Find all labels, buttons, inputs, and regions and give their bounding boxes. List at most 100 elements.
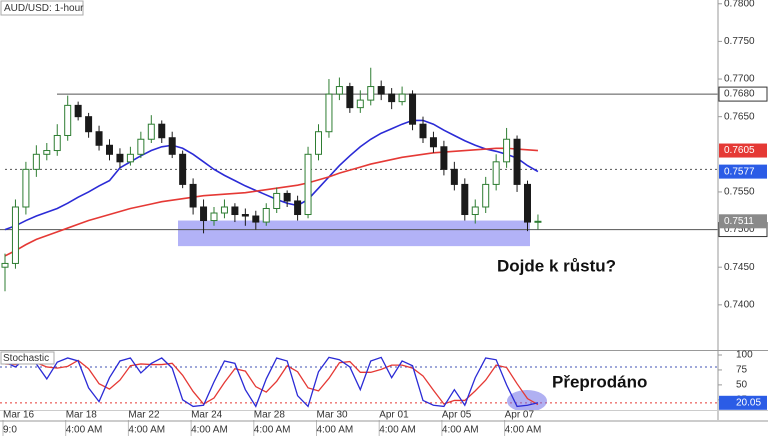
candle-body bbox=[252, 215, 260, 223]
price-tag-label: 0.7577 bbox=[724, 166, 755, 177]
y-tick-label: 0.7800 bbox=[724, 0, 755, 9]
moving-average bbox=[4, 147, 539, 257]
chart-title: AUD/USD: 1-hour bbox=[4, 3, 84, 14]
x-tick-label: Mar 24 bbox=[191, 410, 223, 421]
level-tag-label: 0.7500 bbox=[724, 224, 755, 235]
candle-body bbox=[346, 86, 354, 109]
candle-body bbox=[95, 131, 103, 146]
candle-body bbox=[388, 93, 396, 103]
x-tick-sublabel: 4:00 AM bbox=[191, 425, 228, 436]
y-tick-label: 50 bbox=[736, 380, 748, 391]
candle-body bbox=[147, 123, 155, 140]
candle-body bbox=[377, 86, 385, 95]
candle-body bbox=[409, 93, 417, 125]
y-tick-label: 0.7700 bbox=[724, 74, 755, 85]
candle-body bbox=[471, 206, 479, 216]
candle-body bbox=[1, 262, 9, 268]
y-tick-label: 0.7450 bbox=[724, 262, 755, 273]
candle-body bbox=[419, 123, 427, 139]
candle-body bbox=[524, 183, 531, 223]
price-tag bbox=[719, 143, 767, 158]
candle-body bbox=[179, 153, 187, 185]
price-tag-label: 0.7605 bbox=[724, 145, 755, 156]
candle-body bbox=[106, 144, 113, 155]
candle-body bbox=[513, 138, 521, 185]
y-tick-label: 0.7400 bbox=[724, 299, 755, 310]
candle-body bbox=[492, 161, 500, 185]
candle-body bbox=[74, 104, 82, 118]
candle-body bbox=[200, 206, 208, 222]
x-tick-sublabel: 4:00 AM bbox=[128, 425, 165, 436]
y-tick-label: 100 bbox=[736, 350, 753, 361]
x-tick-sublabel: 4:00 AM bbox=[505, 425, 542, 436]
candle-body bbox=[440, 146, 448, 170]
price-tag-label: 0.7511 bbox=[724, 216, 754, 227]
x-tick-label: Apr 01 bbox=[379, 410, 409, 421]
x-tick-sublabel: 4:00 AM bbox=[317, 425, 354, 436]
x-tick-label: Apr 07 bbox=[505, 410, 535, 421]
level-tag bbox=[718, 86, 768, 102]
y-tick-label: 0.7750 bbox=[724, 36, 755, 47]
candle-body bbox=[43, 150, 51, 155]
candle-body bbox=[503, 138, 511, 163]
candle-body bbox=[450, 168, 458, 185]
candle-body bbox=[534, 220, 542, 223]
candle-body bbox=[241, 214, 249, 217]
candle-body bbox=[189, 183, 197, 208]
candle-body bbox=[294, 200, 302, 216]
stoch-tag-label: 20.05 bbox=[736, 397, 761, 408]
candle-body bbox=[231, 206, 239, 216]
title-box bbox=[0, 0, 84, 16]
candle-body bbox=[210, 212, 218, 222]
candle-body bbox=[356, 99, 364, 109]
annotation: Dojde k růstu? bbox=[497, 256, 616, 275]
panel-title: Stochastic bbox=[3, 353, 49, 364]
x-tick-label: Mar 28 bbox=[254, 410, 286, 421]
y-tick-label: 75 bbox=[736, 365, 748, 376]
price-tag bbox=[719, 214, 767, 229]
candle-body bbox=[335, 86, 343, 95]
price-pane bbox=[0, 67, 718, 292]
panel-title-box bbox=[0, 351, 55, 365]
annotation: Přeprodáno bbox=[552, 372, 647, 391]
stoch-pane bbox=[0, 356, 718, 410]
x-tick-label: Mar 16 bbox=[3, 410, 35, 421]
moving-average bbox=[4, 119, 539, 231]
candle-body bbox=[22, 168, 30, 208]
candle-body bbox=[273, 192, 281, 209]
candle-body bbox=[137, 138, 145, 155]
candle-body bbox=[158, 123, 166, 139]
price-tag bbox=[719, 164, 767, 179]
candle-body bbox=[53, 134, 61, 152]
level-tag-label: 0.7680 bbox=[724, 89, 755, 100]
x-tick-label: Apr 05 bbox=[442, 410, 472, 421]
candle-body bbox=[367, 86, 375, 101]
candle-body bbox=[482, 183, 490, 208]
candle-body bbox=[304, 153, 312, 216]
stoch-line bbox=[4, 359, 539, 406]
candle-body bbox=[325, 93, 333, 133]
x-tick-sublabel: 9:0 bbox=[3, 425, 17, 436]
candle-body bbox=[283, 192, 291, 202]
x-tick-label: Mar 30 bbox=[317, 410, 349, 421]
candle-body bbox=[32, 153, 40, 170]
x-tick-sublabel: 4:00 AM bbox=[66, 425, 103, 436]
candle-body bbox=[315, 131, 322, 155]
candle-body bbox=[11, 206, 19, 264]
x-tick-sublabel: 4:00 AM bbox=[379, 425, 416, 436]
x-tick-label: Mar 22 bbox=[128, 410, 160, 421]
support-zone bbox=[178, 220, 530, 247]
candle-body bbox=[429, 137, 437, 148]
y-tick-label: 0.7650 bbox=[724, 111, 755, 122]
candle-body bbox=[168, 137, 176, 155]
candle-body bbox=[398, 93, 406, 103]
x-tick-sublabel: 4:00 AM bbox=[442, 425, 479, 436]
stoch-tag bbox=[719, 395, 767, 410]
candle-body bbox=[220, 206, 228, 214]
stoch-line bbox=[4, 356, 539, 408]
candle-body bbox=[262, 207, 270, 223]
x-tick-label: Mar 18 bbox=[66, 410, 98, 421]
candle-body bbox=[85, 116, 93, 133]
